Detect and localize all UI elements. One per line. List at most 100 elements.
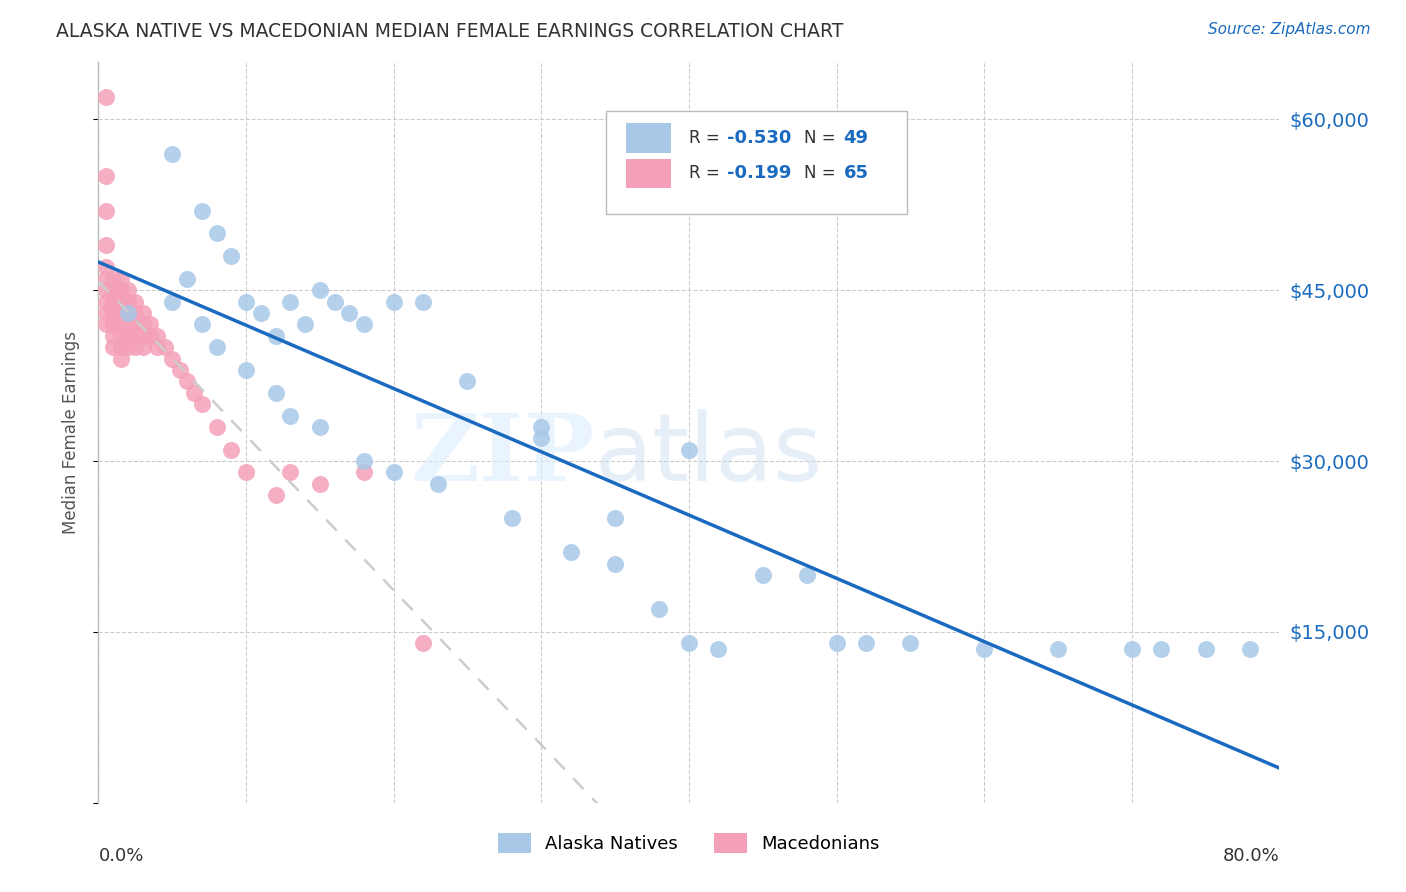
Point: [162, 146, 183, 161]
Point: [191, 203, 214, 218]
Text: 80.0%: 80.0%: [1223, 847, 1279, 865]
Point: [103, 340, 125, 354]
Point: [796, 568, 818, 582]
Point: [146, 340, 169, 354]
Point: [560, 545, 582, 559]
Point: [605, 557, 627, 571]
Point: [457, 375, 479, 389]
Legend: Alaska Natives, Macedonians: Alaska Natives, Macedonians: [491, 826, 887, 861]
Point: [117, 306, 139, 320]
FancyBboxPatch shape: [606, 111, 907, 214]
Text: 65: 65: [844, 164, 869, 183]
Point: [117, 283, 139, 297]
Point: [427, 476, 450, 491]
Point: [501, 511, 523, 525]
Point: [1121, 642, 1143, 657]
Point: [110, 318, 132, 332]
Point: [169, 363, 191, 377]
Point: [110, 340, 132, 354]
Point: [110, 272, 132, 286]
Point: [94, 169, 117, 184]
Point: [530, 420, 553, 434]
Point: [110, 294, 132, 309]
Point: [825, 636, 848, 650]
Point: [309, 420, 332, 434]
Point: [221, 249, 243, 263]
Point: [162, 351, 183, 366]
Point: [162, 294, 183, 309]
Point: [146, 328, 169, 343]
Point: [117, 306, 139, 320]
Point: [94, 272, 117, 286]
Point: [221, 442, 243, 457]
Point: [132, 328, 155, 343]
Text: N =: N =: [803, 164, 841, 183]
Point: [280, 294, 302, 309]
Point: [110, 328, 132, 343]
Point: [183, 385, 205, 400]
Point: [103, 328, 125, 343]
Point: [117, 306, 139, 320]
Point: [294, 318, 316, 332]
FancyBboxPatch shape: [626, 123, 671, 153]
Point: [176, 375, 198, 389]
Point: [1239, 642, 1261, 657]
Point: [132, 318, 155, 332]
Point: [117, 340, 139, 354]
Text: atlas: atlas: [595, 409, 823, 500]
Text: -0.530: -0.530: [727, 129, 792, 147]
Text: R =: R =: [689, 129, 725, 147]
Point: [94, 260, 117, 275]
Point: [117, 318, 139, 332]
Point: [353, 454, 375, 468]
Point: [264, 385, 287, 400]
Point: [250, 306, 273, 320]
Point: [103, 283, 125, 297]
Point: [94, 318, 117, 332]
Point: [264, 328, 287, 343]
Point: [412, 294, 434, 309]
Point: [280, 466, 302, 480]
Point: [103, 294, 125, 309]
Point: [132, 340, 155, 354]
Point: [124, 318, 146, 332]
Point: [110, 294, 132, 309]
Point: [353, 466, 375, 480]
Point: [235, 363, 257, 377]
Point: [707, 642, 730, 657]
Point: [205, 420, 228, 434]
Text: Source: ZipAtlas.com: Source: ZipAtlas.com: [1208, 22, 1371, 37]
Point: [117, 294, 139, 309]
Point: [1046, 642, 1070, 657]
Point: [191, 397, 214, 411]
FancyBboxPatch shape: [626, 159, 671, 188]
Point: [235, 294, 257, 309]
Point: [110, 283, 132, 297]
Point: [678, 442, 700, 457]
Point: [752, 568, 775, 582]
Point: [412, 636, 434, 650]
Point: [103, 318, 125, 332]
Point: [339, 306, 361, 320]
Point: [205, 340, 228, 354]
Point: [103, 272, 125, 286]
Point: [94, 203, 117, 218]
Point: [117, 328, 139, 343]
Point: [605, 511, 627, 525]
Point: [900, 636, 922, 650]
Point: [1195, 642, 1218, 657]
Point: [124, 294, 146, 309]
Point: [94, 283, 117, 297]
Point: [103, 294, 125, 309]
Point: [353, 318, 375, 332]
Point: [94, 237, 117, 252]
Point: [94, 89, 117, 103]
Point: [139, 328, 162, 343]
Point: [94, 306, 117, 320]
Point: [124, 340, 146, 354]
Point: [110, 351, 132, 366]
Y-axis label: Median Female Earnings: Median Female Earnings: [62, 331, 80, 534]
Point: [264, 488, 287, 502]
Text: N =: N =: [803, 129, 841, 147]
Point: [280, 409, 302, 423]
